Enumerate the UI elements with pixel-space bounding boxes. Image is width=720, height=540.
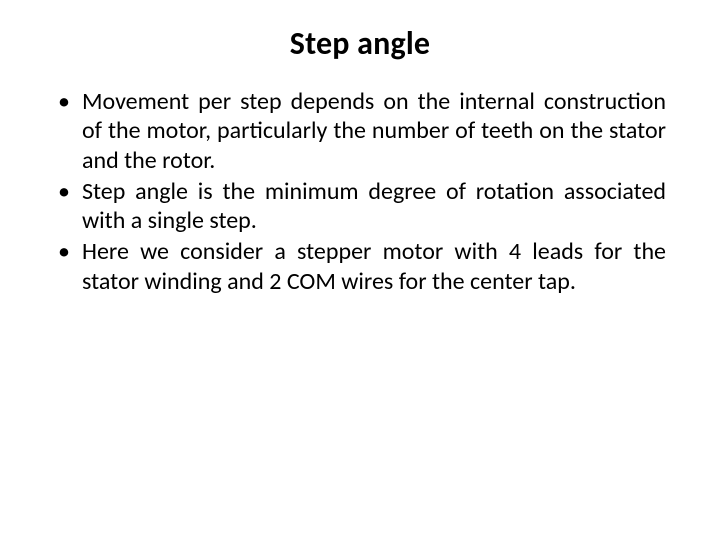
slide-body: Movement per step depends on the interna… (54, 87, 666, 296)
slide-title: Step angle (54, 24, 666, 63)
list-item: Movement per step depends on the interna… (54, 87, 666, 175)
list-item: Step angle is the minimum degree of rota… (54, 177, 666, 236)
list-item: Here we consider a stepper motor with 4 … (54, 237, 666, 296)
slide: Step angle Movement per step depends on … (0, 0, 720, 540)
bullet-text: Here we consider a stepper motor with 4 … (82, 237, 666, 295)
bullet-list: Movement per step depends on the interna… (54, 87, 666, 296)
bullet-text: Movement per step depends on the interna… (82, 87, 666, 175)
bullet-text: Step angle is the minimum degree of rota… (82, 177, 666, 235)
